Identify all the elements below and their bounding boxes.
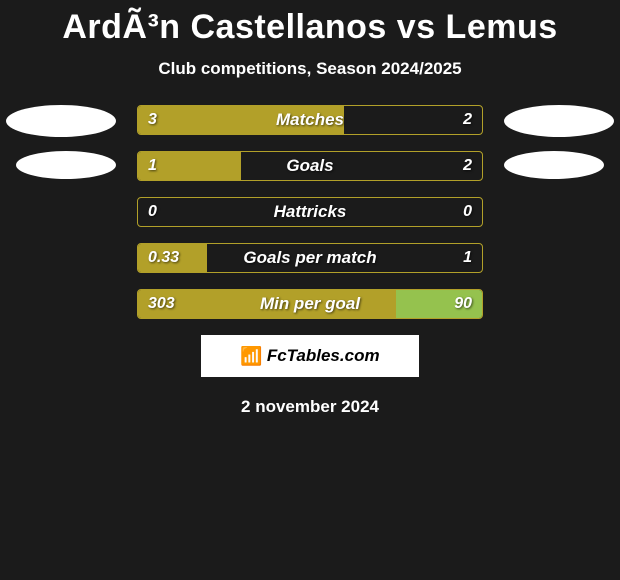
page-title: ArdÃ³n Castellanos vs Lemus — [0, 0, 620, 47]
comparison-row: 30390Min per goal — [137, 289, 483, 319]
comparison-content: 32Matches 12Goals 00Hattricks 0.331Goals pe… — [0, 105, 620, 417]
row-label: Min per goal — [138, 290, 482, 318]
brand-icon: 📶 — [240, 346, 262, 367]
comparison-rows: 32Matches 12Goals 00Hattricks 0.331Goals pe… — [137, 105, 483, 319]
row-label: Hattricks — [138, 198, 482, 226]
player-right-avatar — [504, 105, 614, 137]
brand-text: FcTables.com — [267, 346, 380, 366]
date-label: 2 november 2024 — [0, 397, 620, 417]
player-left-avatar-secondary — [16, 151, 116, 179]
row-label: Matches — [138, 106, 482, 134]
player-right-avatar-secondary — [504, 151, 604, 179]
comparison-row: 12Goals — [137, 151, 483, 181]
comparison-row: 32Matches — [137, 105, 483, 135]
row-label: Goals per match — [138, 244, 482, 272]
player-left-avatar — [6, 105, 116, 137]
subtitle: Club competitions, Season 2024/2025 — [0, 59, 620, 79]
comparison-row: 0.331Goals per match — [137, 243, 483, 273]
comparison-row: 00Hattricks — [137, 197, 483, 227]
brand-box: 📶 FcTables.com — [201, 335, 419, 377]
row-label: Goals — [138, 152, 482, 180]
